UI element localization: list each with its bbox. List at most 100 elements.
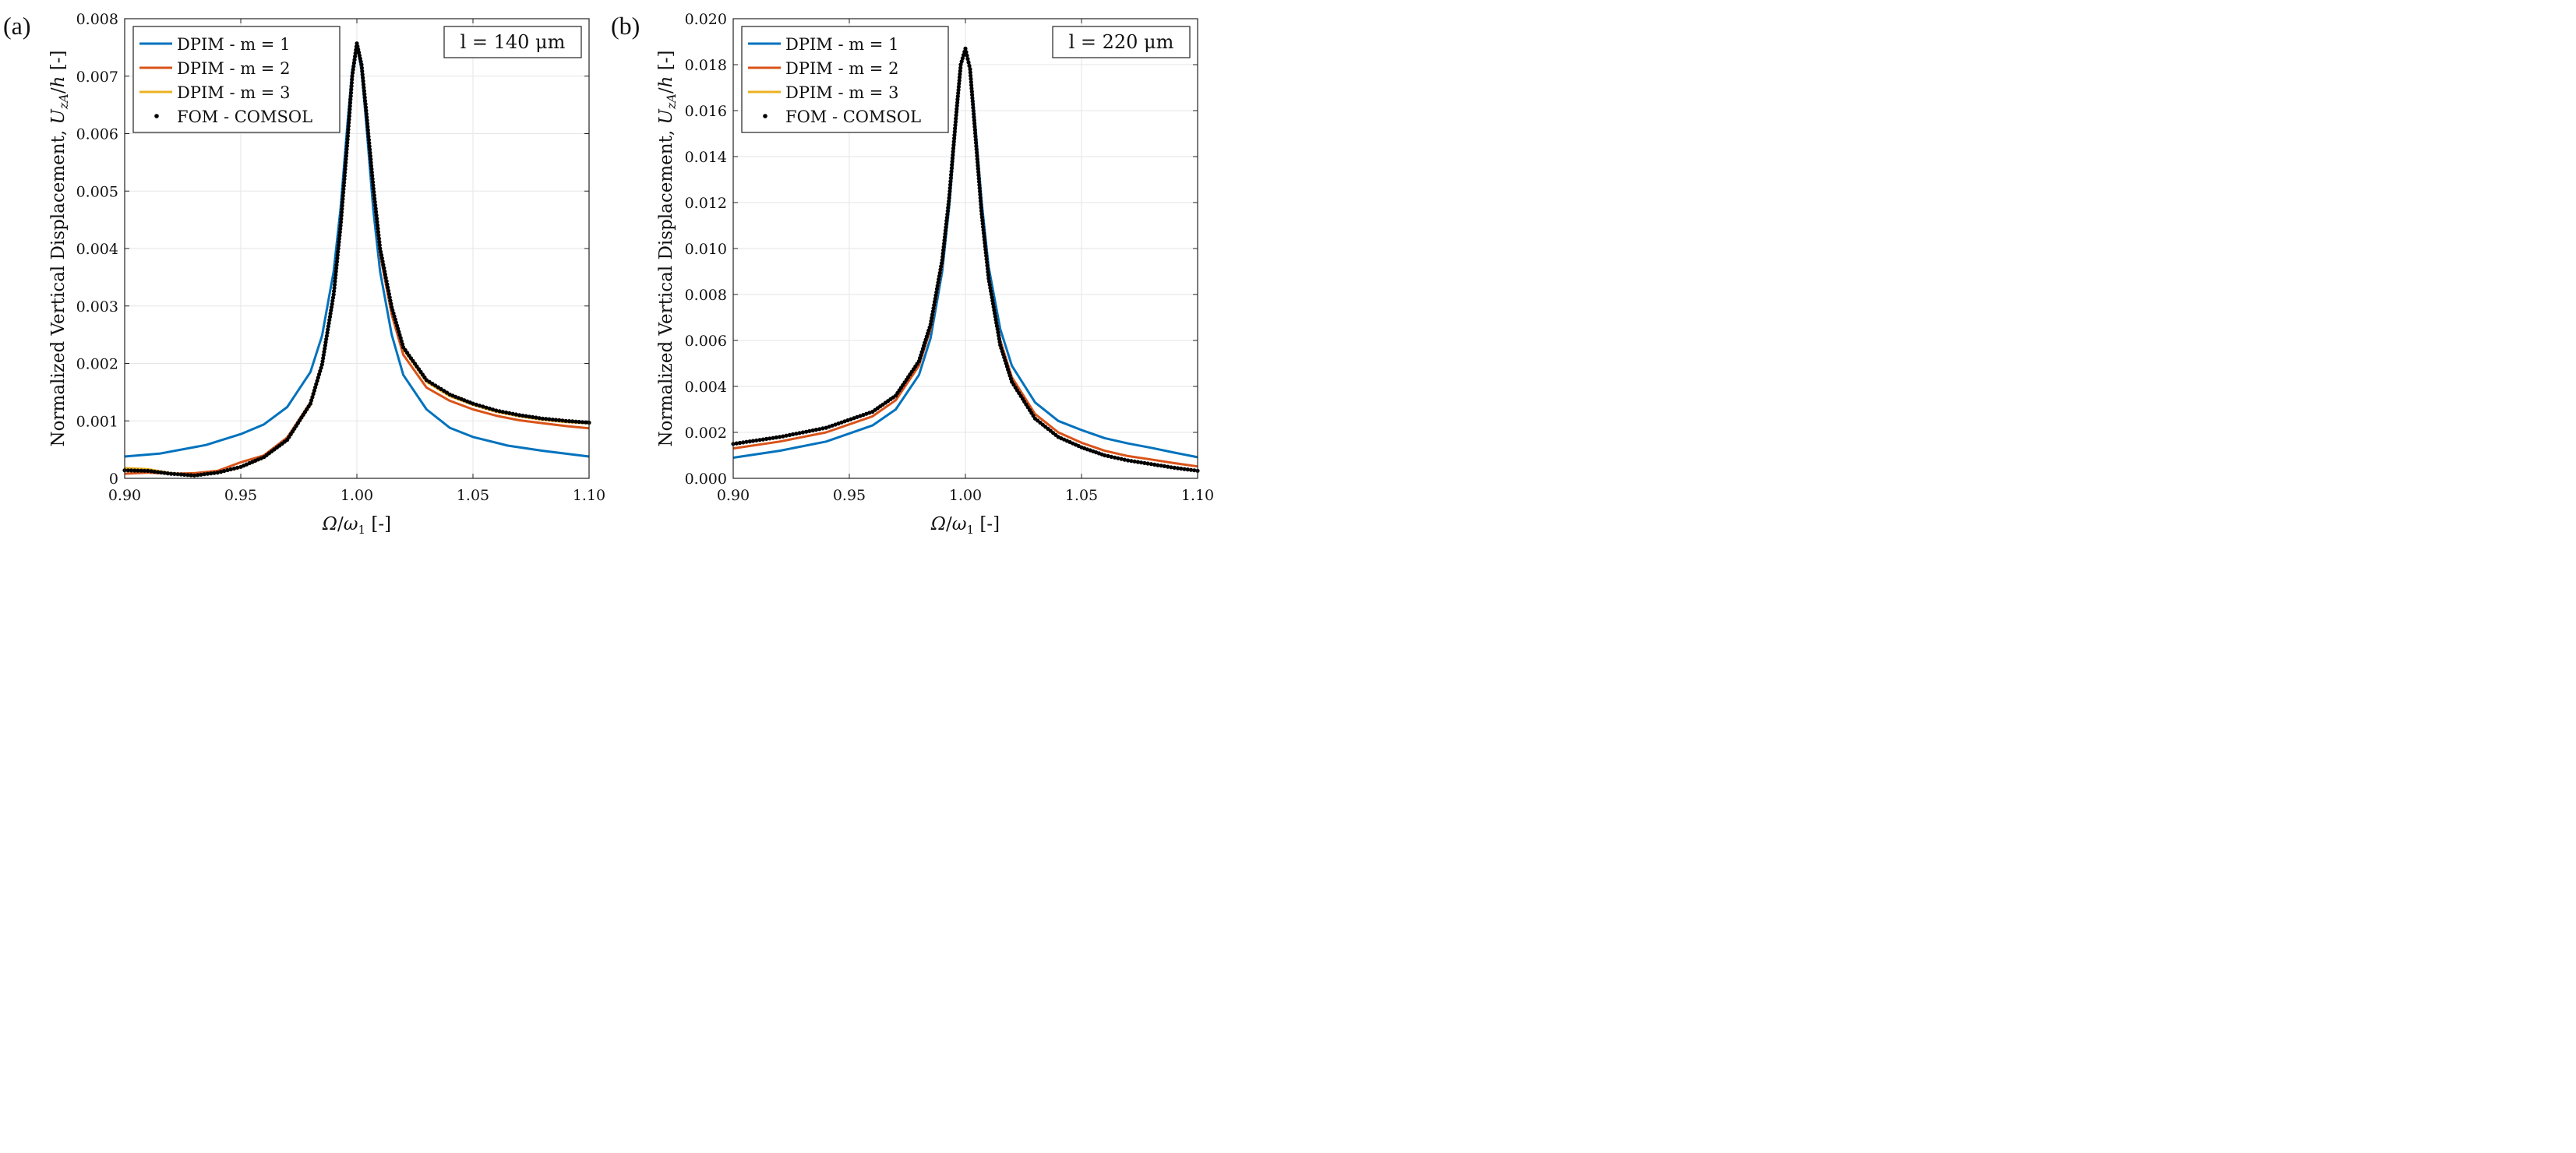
- data-point: [810, 428, 815, 433]
- data-point: [999, 346, 1004, 351]
- data-point: [964, 50, 969, 55]
- data-point: [321, 353, 326, 358]
- data-point: [947, 192, 952, 197]
- data-point: [1188, 467, 1194, 472]
- data-point: [369, 170, 374, 175]
- data-point: [946, 202, 951, 207]
- data-point: [152, 469, 157, 474]
- data-point: [370, 176, 375, 182]
- series-group: [731, 46, 1200, 473]
- data-point: [951, 150, 955, 154]
- data-point: [399, 339, 404, 344]
- data-point: [867, 411, 872, 415]
- data-point: [373, 203, 378, 208]
- data-point: [1106, 453, 1110, 459]
- y-tick-label: 0.003: [76, 298, 118, 316]
- data-point: [839, 420, 844, 425]
- data-point: [139, 468, 143, 473]
- data-point: [983, 244, 987, 249]
- ticks: 0.90 0.95 1.00 1.05 1.10 0.000 0.002 0.004 0.006…: [685, 11, 1215, 504]
- data-point: [1156, 463, 1160, 467]
- data-point: [922, 344, 926, 348]
- data-point: [741, 440, 746, 445]
- data-point: [362, 85, 366, 90]
- data-point: [547, 417, 552, 421]
- data-point: [477, 404, 482, 408]
- data-point: [972, 118, 976, 123]
- x-axis-label: Ω/ω1 [-]: [930, 514, 1000, 537]
- data-point: [350, 74, 355, 79]
- data-point: [1159, 464, 1163, 468]
- data-point: [550, 418, 555, 422]
- data-point: [341, 183, 346, 188]
- data-point: [335, 252, 340, 257]
- data-point: [774, 435, 778, 440]
- data-point: [995, 326, 1000, 332]
- data-point: [370, 173, 375, 178]
- data-point: [372, 193, 376, 198]
- data-point: [314, 382, 319, 386]
- data-point: [969, 86, 974, 91]
- data-point: [339, 210, 344, 215]
- data-point: [804, 429, 809, 434]
- legend-label: DPIM - m = 3: [785, 83, 898, 102]
- data-point: [972, 128, 977, 132]
- data-point: [357, 53, 362, 58]
- data-point: [391, 311, 396, 316]
- data-point: [955, 104, 959, 108]
- data-point: [958, 62, 963, 67]
- x-tick-label: 0.90: [717, 487, 750, 504]
- data-point: [149, 469, 154, 474]
- data-point: [325, 330, 330, 335]
- data-point: [938, 267, 943, 272]
- data-point: [972, 122, 977, 126]
- data-point: [979, 215, 984, 220]
- data-point: [928, 322, 933, 326]
- y-tick-label: 0.006: [76, 126, 118, 143]
- data-point: [337, 230, 342, 234]
- data-point: [344, 147, 349, 152]
- data-point: [951, 153, 955, 157]
- data-point: [330, 301, 334, 306]
- data-point: [939, 264, 944, 269]
- data-point: [321, 356, 326, 361]
- data-point: [969, 73, 973, 78]
- data-point: [374, 210, 379, 214]
- data-point: [972, 115, 976, 119]
- data-point: [978, 192, 983, 197]
- data-point: [946, 206, 951, 210]
- data-point: [494, 408, 499, 413]
- data-point: [369, 164, 374, 168]
- data-point: [342, 174, 347, 178]
- data-point: [333, 276, 337, 280]
- data-point: [349, 84, 354, 89]
- legend-marker-dot: [154, 114, 159, 118]
- x-tick-label: 1.10: [573, 487, 605, 504]
- data-point: [333, 279, 337, 284]
- data-point: [322, 350, 326, 354]
- annotation-text: l = 220 μm: [1069, 31, 1174, 53]
- data-point: [1152, 462, 1157, 467]
- ticks: 0.90 0.95 1.00 1.05 1.10 0 0.001 0.002 0.003 0.00…: [76, 11, 606, 504]
- data-point: [365, 122, 370, 126]
- series-fom-comsol: [122, 41, 591, 478]
- data-point: [341, 193, 345, 198]
- data-point: [940, 251, 945, 256]
- data-point: [357, 50, 362, 55]
- data-point: [994, 320, 999, 325]
- data-point: [374, 213, 379, 217]
- data-point: [182, 472, 187, 478]
- data-point: [787, 432, 792, 438]
- y-tick-label: 0.004: [76, 241, 118, 258]
- data-point: [997, 333, 1001, 338]
- data-point: [367, 144, 372, 149]
- data-point: [952, 132, 957, 137]
- data-point: [982, 234, 986, 239]
- data-point: [981, 227, 986, 232]
- data-point: [969, 76, 973, 81]
- x-tick-label: 1.00: [949, 487, 982, 504]
- data-point: [319, 362, 324, 367]
- data-point: [379, 256, 384, 261]
- data-point: [308, 401, 312, 406]
- data-point: [362, 92, 367, 97]
